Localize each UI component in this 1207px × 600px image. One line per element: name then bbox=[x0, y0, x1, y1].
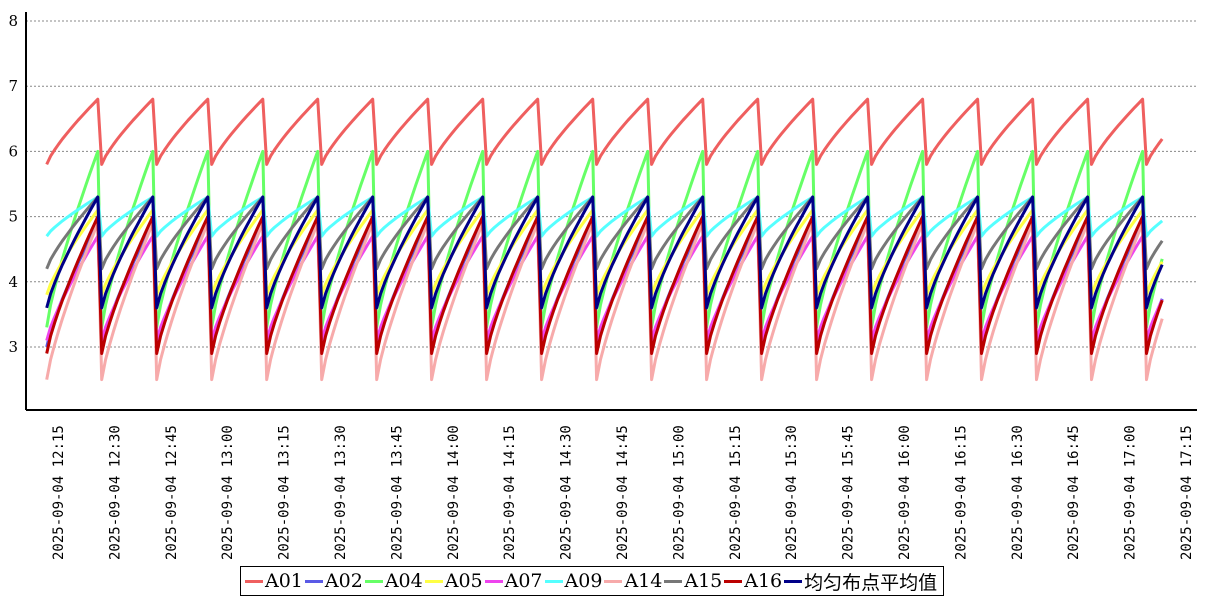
legend-swatch bbox=[364, 579, 383, 583]
axes bbox=[25, 12, 1197, 411]
x-tick-label: 2025-09-04 13:00 bbox=[220, 425, 236, 560]
x-tick-label: 2025-09-04 12:45 bbox=[164, 425, 180, 560]
x-tick-label: 2025-09-04 13:45 bbox=[389, 425, 405, 560]
legend-item: A15 bbox=[664, 570, 722, 592]
series-line-A14 bbox=[45, 221, 1164, 382]
y-tick-label: 8 bbox=[8, 12, 18, 30]
legend-item: A04 bbox=[364, 570, 423, 592]
legend-label: A15 bbox=[684, 570, 723, 592]
x-tick-label: 2025-09-04 12:15 bbox=[51, 425, 67, 560]
x-tick-label: 2025-09-04 16:15 bbox=[953, 425, 969, 560]
y-tick-label: 6 bbox=[8, 142, 18, 160]
x-tick-label: 2025-09-04 15:00 bbox=[671, 425, 687, 560]
grid-lines bbox=[26, 20, 1197, 348]
x-tick-label: 2025-09-04 13:30 bbox=[333, 425, 349, 560]
series-line-A04 bbox=[45, 149, 1164, 329]
x-tick-label: 2025-09-04 17:00 bbox=[1123, 425, 1139, 560]
legend-swatch bbox=[484, 579, 503, 583]
legend-swatch bbox=[544, 579, 563, 583]
legend-item: A07 bbox=[484, 570, 543, 592]
y-tick-label: 7 bbox=[8, 77, 18, 95]
legend-swatch bbox=[424, 579, 443, 583]
x-tick-label: 2025-09-04 16:30 bbox=[1010, 425, 1026, 560]
y-tick-label: 5 bbox=[8, 208, 18, 226]
legend-label: A14 bbox=[624, 570, 663, 592]
legend-label: A04 bbox=[384, 570, 423, 592]
x-tick-label: 2025-09-04 15:45 bbox=[841, 425, 857, 560]
legend-item: A16 bbox=[724, 570, 782, 592]
x-tick-label: 2025-09-04 14:15 bbox=[502, 425, 518, 560]
chart-legend: A01 A02 A04 A05 A07 A09 A14 A15 A16 均匀布点平均值 bbox=[240, 566, 945, 596]
x-tick-label: 2025-09-04 16:45 bbox=[1066, 425, 1082, 560]
series-line-均匀布点平均值 bbox=[45, 195, 1164, 310]
y-tick-label: 3 bbox=[8, 338, 18, 356]
series-lines bbox=[45, 97, 1164, 382]
x-tick-label: 2025-09-04 15:30 bbox=[784, 425, 800, 560]
x-tick-label: 2025-09-04 13:15 bbox=[277, 425, 293, 560]
legend-swatch bbox=[245, 579, 263, 583]
legend-swatch bbox=[664, 579, 683, 583]
legend-swatch bbox=[724, 579, 743, 583]
legend-item: 均匀布点平均值 bbox=[784, 568, 937, 595]
legend-swatch bbox=[604, 579, 623, 583]
x-tick-label: 2025-09-04 14:00 bbox=[446, 425, 462, 560]
x-tick-labels: 2025-09-04 12:15 2025-09-04 12:30 2025-09-… bbox=[51, 425, 1195, 560]
y-tick-labels: 3 4 5 6 7 8 bbox=[8, 12, 18, 356]
x-tick-label: 2025-09-04 16:00 bbox=[897, 425, 913, 560]
legend-item: A02 bbox=[304, 570, 363, 592]
legend-label: A05 bbox=[444, 570, 483, 592]
legend-item: A01 bbox=[245, 570, 303, 592]
legend-item: A09 bbox=[544, 570, 603, 592]
legend-label: A02 bbox=[324, 570, 363, 592]
series-line-A01 bbox=[45, 97, 1164, 166]
legend-label: A09 bbox=[564, 570, 603, 592]
x-tick-label: 2025-09-04 14:30 bbox=[559, 425, 575, 560]
legend-item: A05 bbox=[424, 570, 483, 592]
legend-label: A01 bbox=[265, 570, 303, 592]
x-tick-label: 2025-09-04 17:15 bbox=[1179, 425, 1195, 560]
x-tick-label: 2025-09-04 12:30 bbox=[107, 425, 123, 560]
legend-item: A14 bbox=[604, 570, 662, 592]
x-tick-label: 2025-09-04 15:15 bbox=[728, 425, 744, 560]
x-tick-label: 2025-09-04 14:45 bbox=[615, 425, 631, 560]
legend-label: 均匀布点平均值 bbox=[804, 571, 938, 594]
series-line-A16 bbox=[45, 215, 1164, 355]
legend-label: A07 bbox=[504, 570, 543, 592]
legend-label: A16 bbox=[744, 570, 783, 592]
y-tick-label: 4 bbox=[8, 273, 18, 291]
legend-swatch bbox=[784, 579, 803, 583]
legend-swatch bbox=[304, 579, 323, 583]
